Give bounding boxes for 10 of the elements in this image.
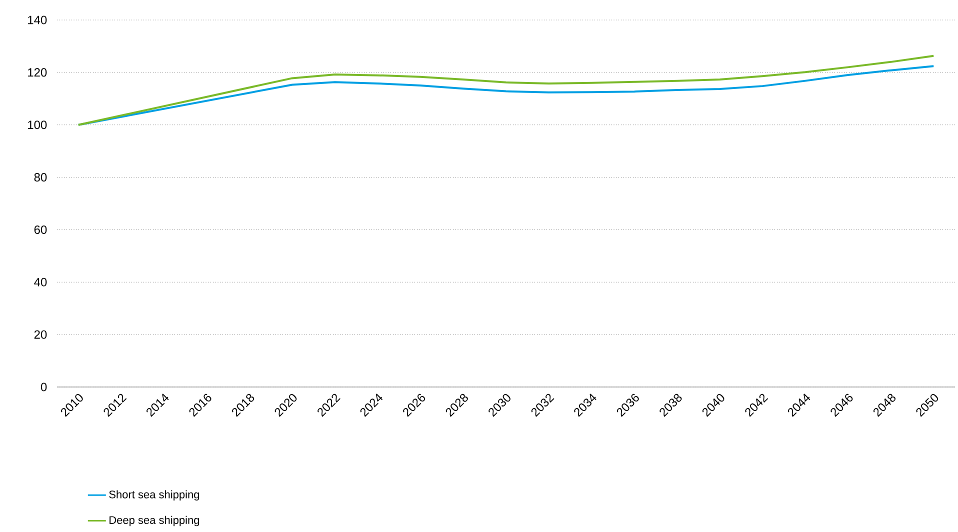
- y-tick-label: 60: [34, 225, 47, 234]
- y-tick-label: 140: [28, 16, 47, 24]
- y-tick-label: 100: [28, 120, 47, 130]
- y-tick-label: 80: [34, 173, 47, 182]
- y-tick-label: 40: [34, 278, 47, 286]
- legend-label: Short sea shipping: [109, 490, 200, 501]
- y-tick-label: 0: [40, 382, 47, 392]
- y-tick-label: 20: [34, 330, 47, 339]
- legend-label: Deep sea shipping: [110, 516, 200, 526]
- y-tick-label: 120: [28, 68, 47, 77]
